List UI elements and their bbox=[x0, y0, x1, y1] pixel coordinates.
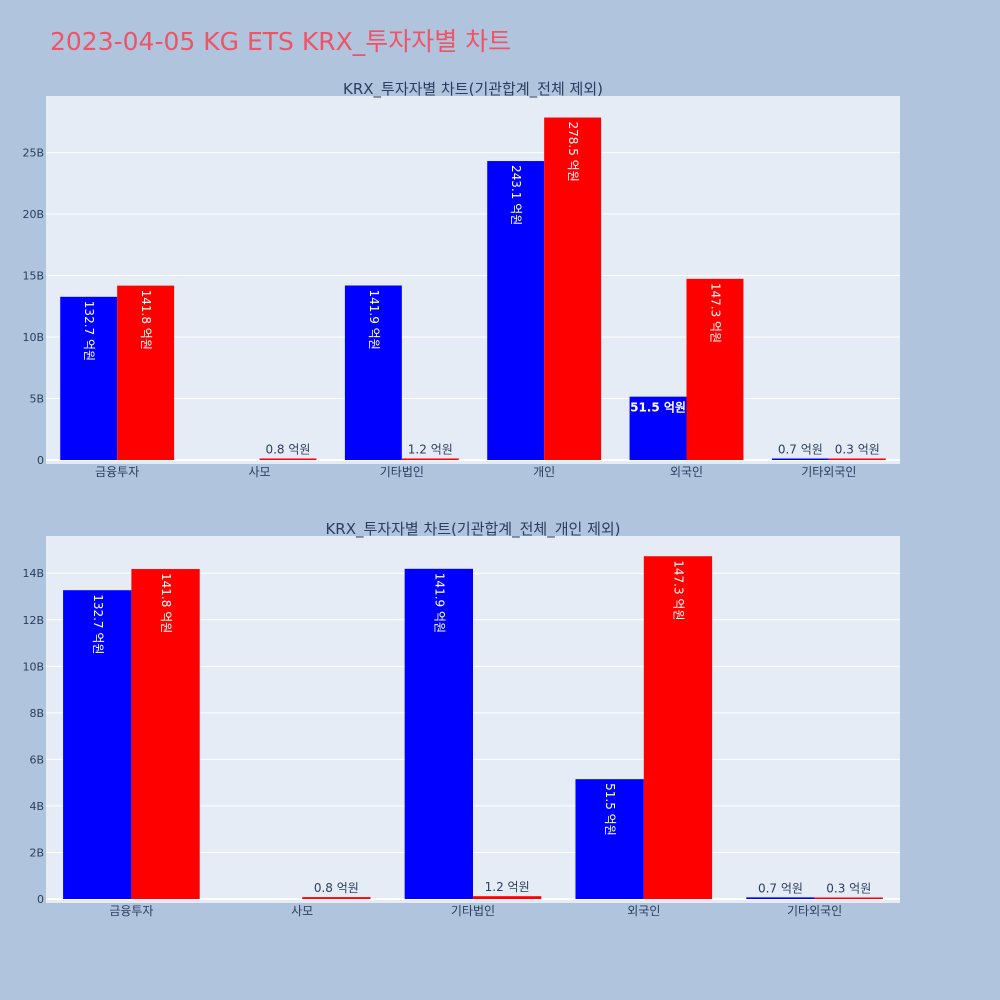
chart2-data-label: 0.8 억원 bbox=[314, 881, 359, 895]
chart2-title: KRX_투자자별 차트(기관합계_전체_개인 제외) bbox=[325, 520, 620, 539]
chart1-bar bbox=[544, 117, 602, 461]
chart2-data-label: 141.8 억원 bbox=[159, 573, 173, 633]
chart1-bar bbox=[344, 285, 402, 460]
chart2-data-label: 0.3 억원 bbox=[826, 882, 871, 896]
chart1-y-tick-label: 5B bbox=[29, 393, 44, 406]
chart2-bar bbox=[131, 569, 200, 899]
chart2-data-label: 0.7 억원 bbox=[758, 881, 803, 895]
chart1-x-tick-label: 기타외국인 bbox=[801, 465, 856, 479]
chart2-data-label: 132.7 억원 bbox=[91, 594, 105, 654]
chart2-y-tick-label: 8B bbox=[29, 707, 44, 720]
chart2-x-tick-label: 금융투자 bbox=[109, 904, 153, 918]
chart2-x-tick-label: 기타법인 bbox=[451, 904, 495, 918]
chart1-data-label: 0.8 억원 bbox=[265, 443, 310, 457]
chart1-x-tick-label: 외국인 bbox=[670, 465, 703, 479]
chart1-bar bbox=[771, 458, 829, 460]
chart2-data-label: 141.9 억원 bbox=[432, 573, 446, 633]
chart1-y-tick-label: 15B bbox=[22, 270, 44, 283]
chart2-bar bbox=[643, 556, 713, 899]
chart1-data-label: 132.7 억원 bbox=[82, 301, 96, 361]
chart1-data-label: 0.7 억원 bbox=[778, 443, 823, 457]
chart2-bar bbox=[404, 568, 473, 899]
chart1-y-tick-label: 25B bbox=[22, 147, 44, 160]
chart2-y-tick-label: 14B bbox=[22, 567, 44, 580]
page-title: 2023-04-05 KG ETS KRX_투자자별 차트 bbox=[50, 27, 512, 56]
chart1-bar bbox=[401, 458, 459, 460]
chart1-data-label: 141.8 억원 bbox=[139, 290, 153, 350]
chart1-data-label: 147.3 억원 bbox=[708, 283, 722, 343]
chart2-data-label: 1.2 억원 bbox=[485, 880, 530, 894]
chart2-x-tick-label: 사모 bbox=[291, 904, 313, 918]
chart2-bar bbox=[746, 897, 815, 899]
chart2-x-tick-label: 기타외국인 bbox=[787, 904, 842, 918]
chart1-bar bbox=[487, 161, 545, 460]
chart2-bar bbox=[575, 779, 644, 899]
chart2-y-tick-label: 2B bbox=[29, 846, 44, 859]
chart1-data-label: 243.1 억원 bbox=[509, 165, 523, 225]
chart2-y-tick-label: 6B bbox=[29, 753, 44, 766]
chart1-data-label: 1.2 억원 bbox=[408, 443, 453, 457]
chart2-y-tick-label: 4B bbox=[29, 800, 44, 813]
chart1-bar bbox=[259, 458, 317, 460]
chart1-y-tick-label: 0 bbox=[37, 454, 44, 467]
chart2-y-tick-label: 10B bbox=[22, 660, 44, 673]
chart2-bar bbox=[302, 897, 371, 899]
chart2-y-tick-label: 12B bbox=[22, 614, 44, 627]
chart1-y-tick-label: 20B bbox=[22, 208, 44, 221]
chart1-bar bbox=[686, 278, 744, 460]
chart2-data-label: 147.3 억원 bbox=[671, 560, 685, 620]
chart1-title: KRX_투자자별 차트(기관합계_전체 제외) bbox=[343, 80, 603, 99]
chart2-bar bbox=[63, 590, 132, 899]
chart2-bar bbox=[473, 896, 542, 899]
chart1-x-tick-label: 사모 bbox=[248, 465, 270, 479]
chart1-bar bbox=[117, 285, 175, 460]
chart1-x-tick-label: 기타법인 bbox=[380, 465, 424, 479]
chart1-data-label: 51.5 억원 bbox=[630, 401, 686, 415]
chart1-bar bbox=[629, 396, 687, 460]
chart1-data-label: 0.3 억원 bbox=[835, 443, 880, 457]
chart1-bar bbox=[828, 458, 886, 460]
chart1-y-tick-label: 10B bbox=[22, 331, 44, 344]
chart2-y-tick-label: 0 bbox=[37, 893, 44, 906]
chart1-data-label: 141.9 억원 bbox=[367, 290, 381, 350]
chart2-data-label: 51.5 억원 bbox=[603, 783, 617, 836]
chart1-data-label: 278.5 억원 bbox=[566, 122, 580, 182]
chart1-bar bbox=[60, 296, 118, 460]
chart2-bar bbox=[814, 897, 883, 899]
chart1-x-tick-label: 개인 bbox=[533, 465, 555, 479]
chart2-x-tick-label: 외국인 bbox=[627, 904, 660, 918]
chart1-plot-area bbox=[46, 96, 900, 464]
chart1-x-tick-label: 금융투자 bbox=[95, 465, 139, 479]
